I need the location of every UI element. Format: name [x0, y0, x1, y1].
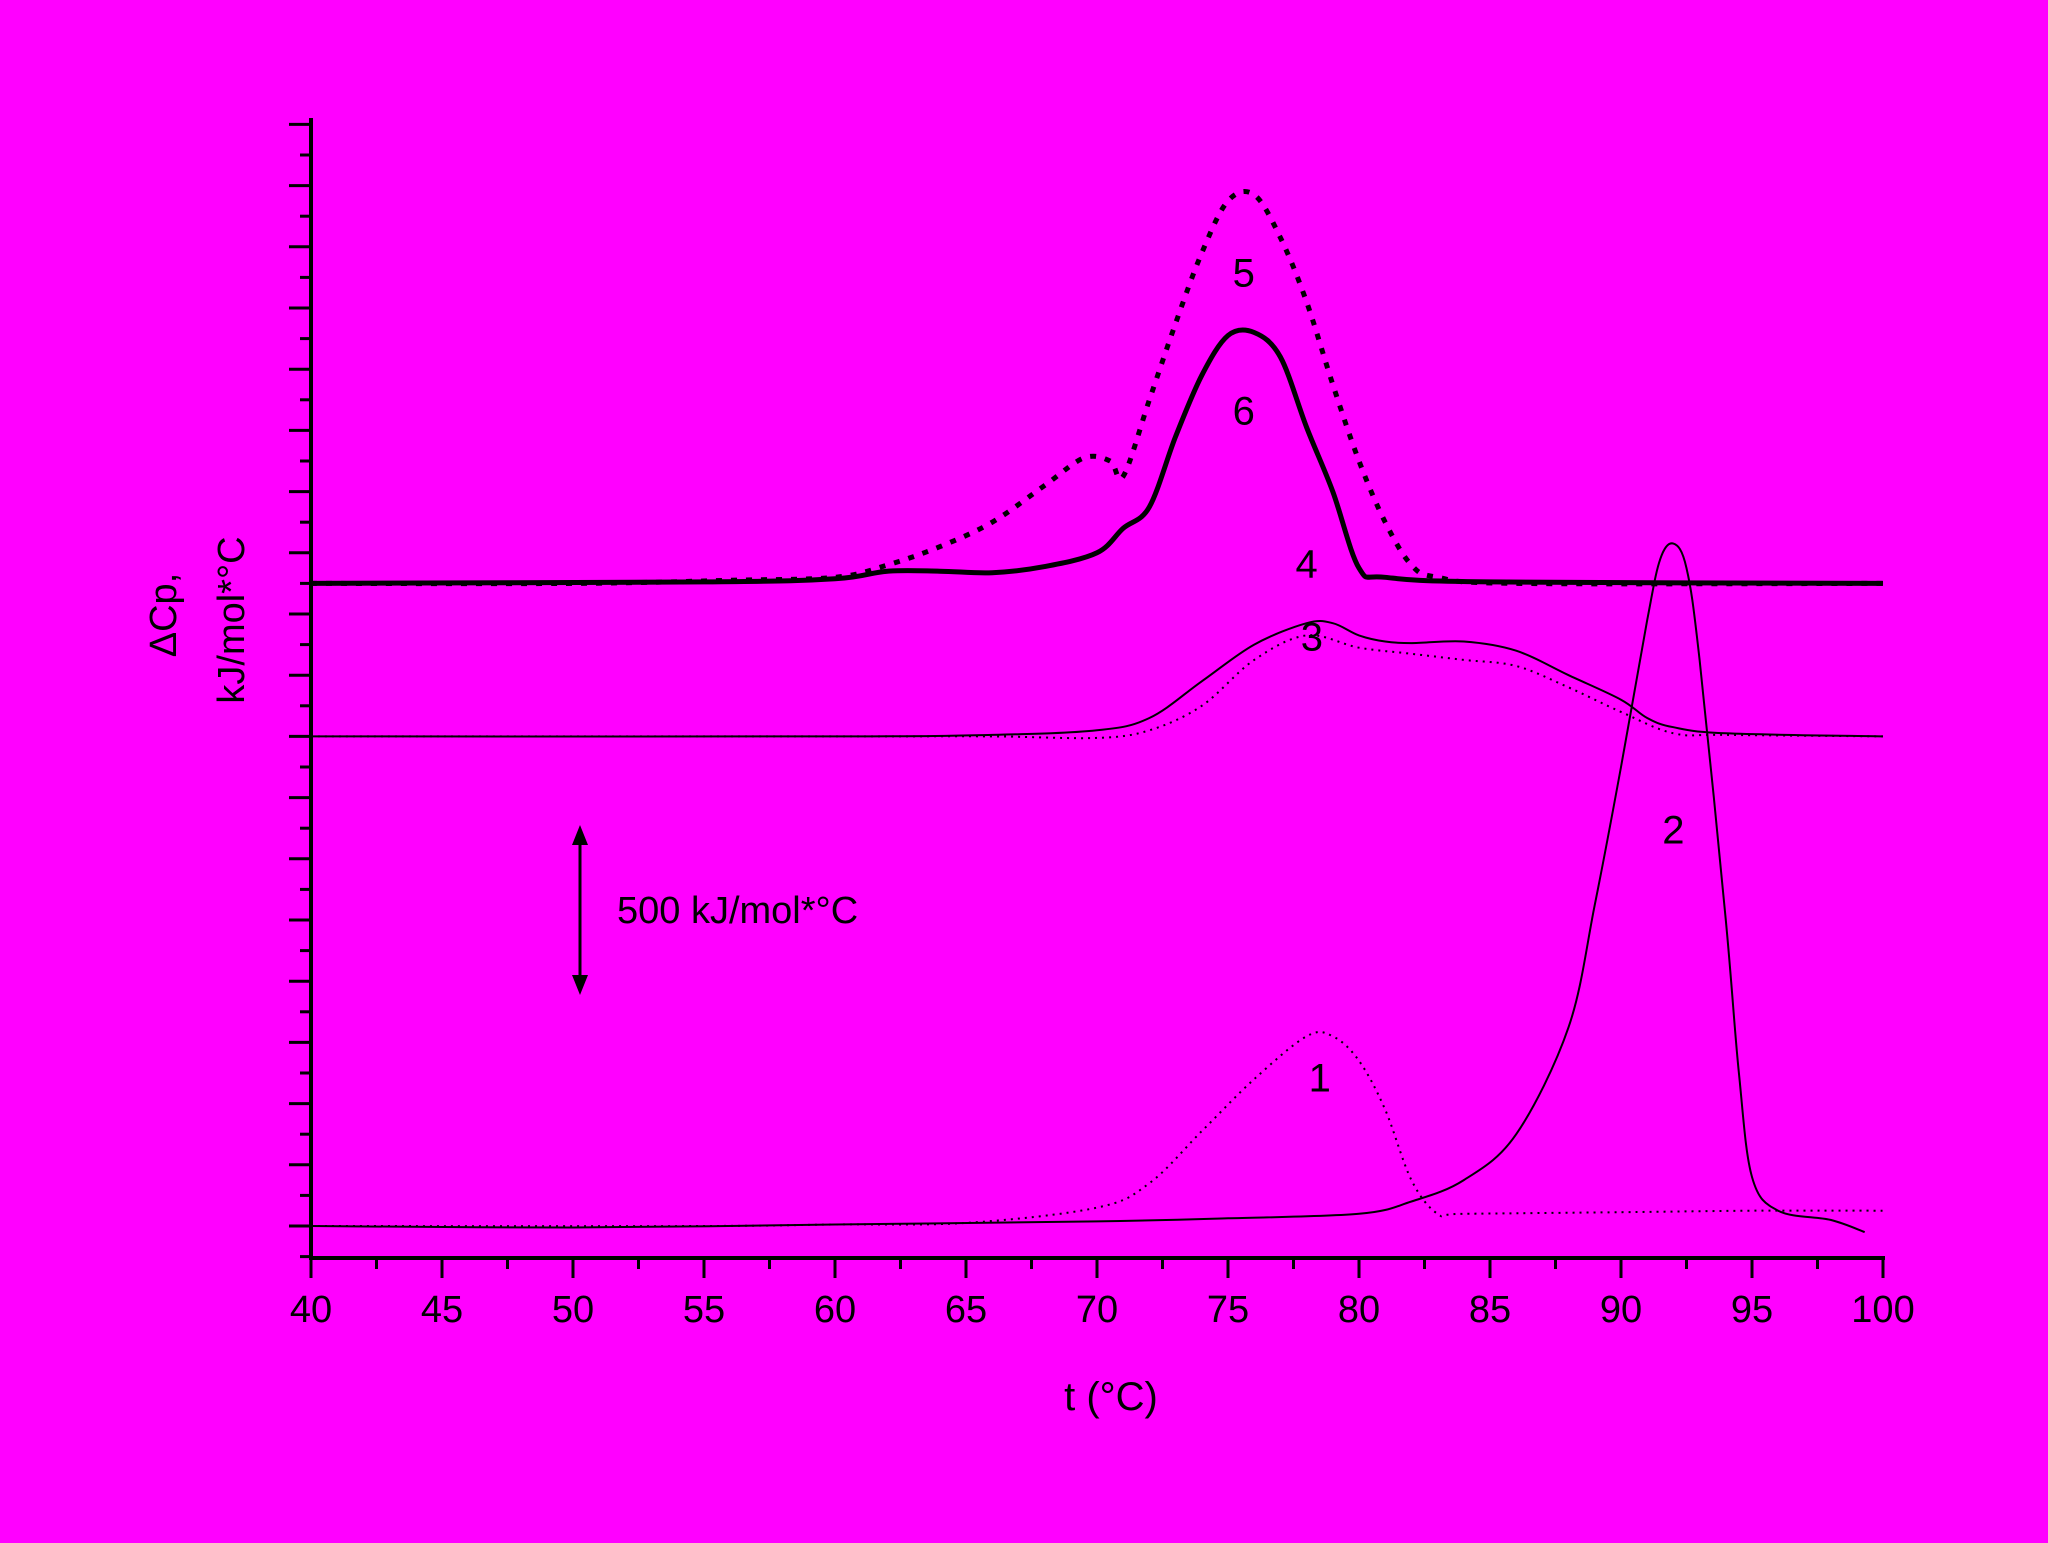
axes-layer: 40 45 50 55 60 65 70 75 80 85 90 95 100	[289, 118, 1915, 1331]
x-tick-label: 80	[1338, 1289, 1380, 1331]
scale-bar-label: 500 kJ/mol*°C	[617, 890, 858, 932]
x-tick-label: 55	[683, 1289, 725, 1331]
x-tick-label: 45	[421, 1289, 463, 1331]
scale-bar: 500 kJ/mol*°C	[572, 825, 858, 995]
x-tick-label: 75	[1207, 1289, 1249, 1331]
y-axis-label-line2: kJ/mol*°C	[211, 536, 253, 703]
curve-label-1: 1	[1309, 1056, 1331, 1100]
series-5-line	[310, 189, 1884, 587]
x-axis-label: t (°C)	[1064, 1375, 1158, 1419]
x-tick-label: 100	[1851, 1289, 1914, 1331]
curve-label-3: 3	[1301, 616, 1323, 660]
x-tick-label: 90	[1600, 1289, 1642, 1331]
curve-label-6: 6	[1233, 389, 1255, 433]
x-tick-label: 50	[552, 1289, 594, 1331]
curve-label-4: 4	[1295, 542, 1317, 586]
curve-label-5: 5	[1233, 252, 1255, 296]
x-tick-label: 60	[814, 1289, 856, 1331]
x-tick-label: 70	[1076, 1289, 1118, 1331]
curves-layer	[310, 189, 1884, 1234]
x-tick-label: 85	[1469, 1289, 1511, 1331]
y-axis-label-line1: ΔCp,	[143, 573, 185, 658]
x-tick-label: 40	[290, 1289, 332, 1331]
series-4-line	[310, 620, 1884, 738]
series-1-line	[310, 1031, 1884, 1228]
scale-bar-arrow-up-icon	[572, 825, 588, 845]
x-tick-label: 65	[945, 1289, 987, 1331]
series-2-line	[310, 542, 1866, 1234]
curve-label-2: 2	[1662, 809, 1684, 853]
series-6-line	[310, 327, 1884, 586]
curve-labels-layer: 1 2 3 4 5 6	[1233, 252, 1685, 1101]
scale-bar-arrow-down-icon	[572, 975, 588, 995]
x-tick-label: 95	[1731, 1289, 1773, 1331]
